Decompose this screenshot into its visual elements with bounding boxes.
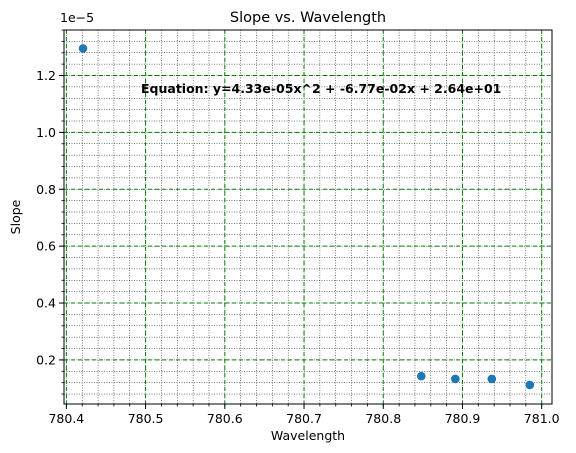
- x-tick-label: 781.0: [524, 411, 560, 426]
- y-tick-label: 1.2: [36, 68, 56, 83]
- y-scale-label: 1e−5: [60, 10, 94, 25]
- x-tick-label: 780.5: [128, 411, 164, 426]
- data-point: [451, 374, 460, 384]
- y-tick-label: 0.8: [36, 182, 56, 197]
- x-tick-label: 780.6: [207, 411, 243, 426]
- data-points: [78, 44, 535, 390]
- plot-frame: [63, 29, 553, 405]
- data-point: [525, 380, 535, 390]
- x-tick-label: 780.9: [445, 411, 481, 426]
- data-point: [78, 44, 88, 53]
- chart-title: Slope vs. Wavelength: [230, 10, 386, 26]
- y-tick-label: 0.4: [36, 296, 56, 311]
- x-tick-label: 780.7: [286, 411, 322, 426]
- data-point: [416, 371, 426, 381]
- equation-annotation: Equation: y=4.33e-05x^2 + -6.77e-02x + 2…: [141, 81, 501, 96]
- y-tick-label: 0.6: [36, 239, 56, 254]
- x-tick-label: 780.8: [365, 411, 401, 426]
- y-tick-label: 0.2: [36, 352, 56, 367]
- y-tick-label: 1.0: [36, 125, 56, 140]
- data-point: [487, 374, 497, 384]
- tick-labels: 780.4 780.5 780.6 780.7 780.8 780.9 781.0 0.2 0.…: [36, 68, 560, 426]
- axis-ticks: [59, 29, 543, 409]
- y-axis-label: Slope: [8, 199, 23, 234]
- x-axis-label: Wavelength: [271, 428, 345, 443]
- major-grid: [64, 30, 552, 404]
- x-tick-label: 780.4: [48, 411, 84, 426]
